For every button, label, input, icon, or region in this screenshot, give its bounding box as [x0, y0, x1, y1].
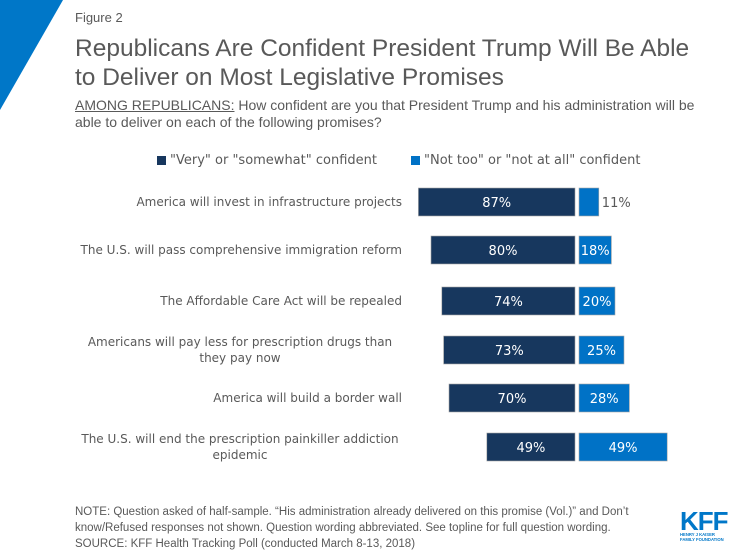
- data-label-not-confident: 18%: [581, 244, 610, 259]
- subtitle-lead: AMONG REPUBLICANS:: [75, 97, 235, 113]
- bar-confident: [443, 335, 576, 365]
- figure-label: Figure 2: [75, 10, 123, 25]
- bar-confident: [448, 383, 576, 413]
- data-label-not-confident: 25%: [587, 344, 616, 359]
- data-label-not-confident: 28%: [590, 392, 619, 407]
- logo-line-1: HENRY J KAISER: [680, 532, 715, 537]
- legend-label-confident: "Very" or "somewhat" confident: [170, 153, 377, 168]
- corner-triangle: [0, 0, 63, 110]
- legend-item-confident: "Very" or "somewhat" confident: [157, 153, 377, 168]
- subtitle-text: How confident are you that President Tru…: [75, 97, 695, 130]
- kff-logo: KFF HENRY J KAISER FAMILY FOUNDATION: [680, 506, 729, 542]
- legend-swatch-confident: [157, 156, 166, 165]
- legend: "Very" or "somewhat" confident "Not too"…: [157, 153, 640, 168]
- note-text: NOTE: Question asked of half-sample. “Hi…: [75, 506, 629, 534]
- data-label-not-confident: 11%: [602, 196, 631, 211]
- bar-confident: [486, 432, 576, 462]
- category-label-line: Americans will pay less for prescription…: [88, 335, 392, 349]
- bar-not-confident: [578, 286, 616, 316]
- category-label: America will invest in infrastructure pr…: [136, 195, 402, 209]
- data-label-not-confident: 20%: [583, 295, 612, 310]
- logo-mark: KFF: [680, 506, 729, 536]
- bar-not-confident: [578, 335, 625, 365]
- bar-confident: [418, 187, 576, 217]
- legend-swatch-not-confident: [410, 156, 420, 165]
- data-label-confident: 70%: [498, 392, 527, 407]
- category-label: Americans will pay less for prescription…: [88, 335, 392, 365]
- data-label-confident: 74%: [494, 295, 523, 310]
- bar-not-confident: [578, 235, 612, 265]
- bar-confident: [430, 235, 576, 265]
- data-label-confident: 80%: [489, 244, 518, 259]
- data-label-confident: 87%: [482, 196, 511, 211]
- bar-not-confident: [578, 383, 630, 413]
- source-text: SOURCE: KFF Health Tracking Poll (conduc…: [75, 538, 416, 550]
- category-label: The U.S. will pass comprehensive immigra…: [80, 243, 402, 257]
- data-label-confident: 73%: [495, 344, 524, 359]
- category-label-line: they pay now: [199, 351, 280, 365]
- bar-not-confident: [578, 432, 668, 462]
- data-label-confident: 49%: [516, 441, 545, 456]
- bar-not-confident: [578, 187, 600, 217]
- legend-label-not-confident: "Not too" or "not at all" confident: [423, 153, 641, 168]
- bar-confident: [441, 286, 576, 316]
- category-label-line: The U.S. will end the prescription paink…: [80, 432, 398, 446]
- category-label: The U.S. will end the prescription paink…: [80, 432, 398, 462]
- category-label: America will build a border wall: [213, 391, 402, 405]
- legend-item-not-confident: "Not too" or "not at all" confident: [410, 153, 641, 168]
- data-label-not-confident: 49%: [609, 441, 638, 456]
- bar-chart: America will invest in infrastructure pr…: [80, 187, 668, 462]
- chart-title: Republicans Are Confident President Trum…: [75, 35, 690, 91]
- category-label-line: epidemic: [213, 448, 268, 462]
- chart-subtitle: AMONG REPUBLICANS: How confident are you…: [75, 97, 695, 131]
- footnote: NOTE: Question asked of half-sample. “Hi…: [75, 504, 655, 552]
- logo-line-2: FAMILY FOUNDATION: [680, 537, 724, 542]
- category-label: The Affordable Care Act will be repealed: [159, 294, 402, 308]
